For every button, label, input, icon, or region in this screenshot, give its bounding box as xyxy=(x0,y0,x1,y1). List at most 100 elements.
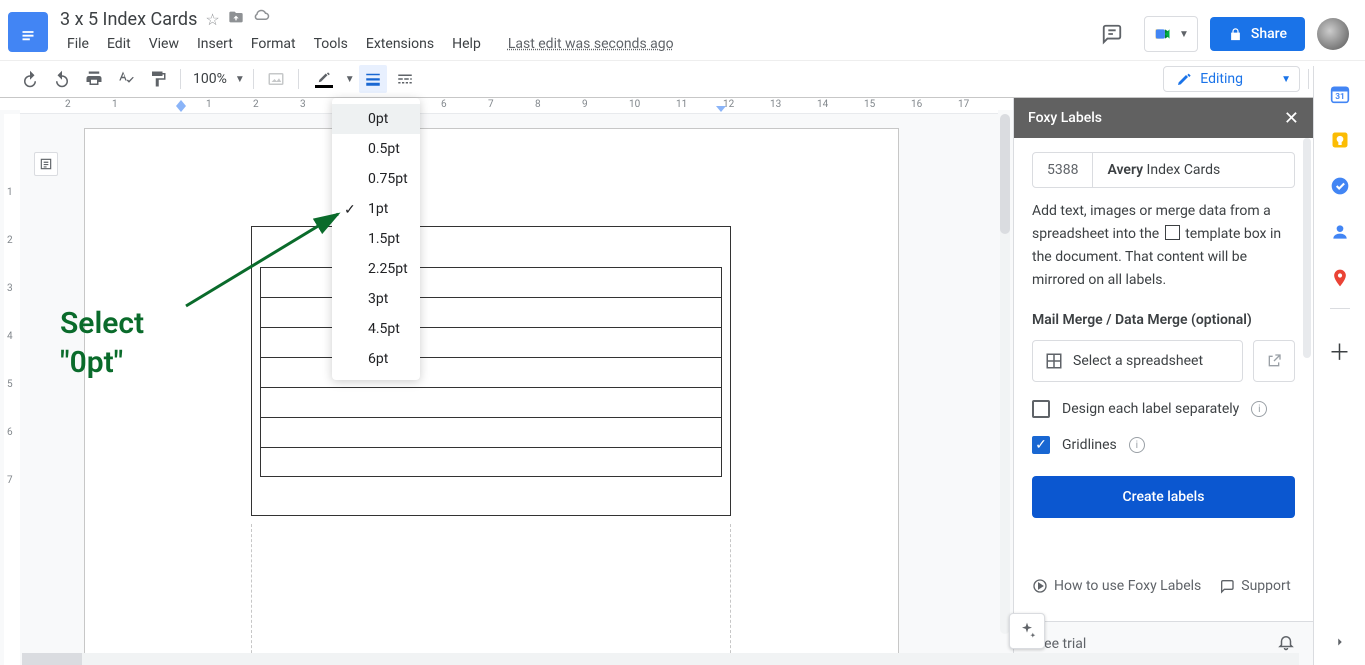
calendar-app-icon[interactable]: 31 xyxy=(1330,84,1350,104)
dropdown-option[interactable]: 0.5pt xyxy=(332,134,420,164)
dropdown-option[interactable]: 4.5pt xyxy=(332,314,420,344)
check-icon: ✓ xyxy=(344,202,356,218)
meet-button[interactable]: ▼ xyxy=(1144,16,1198,52)
index-card[interactable] xyxy=(251,226,731,516)
play-icon xyxy=(1032,578,1048,594)
document-canvas[interactable]: 211234567891011121314151617 1 2 3 4 5 6 … xyxy=(0,98,1013,665)
maps-app-icon[interactable] xyxy=(1330,268,1350,288)
meet-icon xyxy=(1153,23,1175,45)
dropdown-option[interactable]: 3pt xyxy=(332,284,420,314)
border-width-button[interactable] xyxy=(359,65,387,93)
lock-icon xyxy=(1228,27,1243,42)
rail-divider xyxy=(1330,308,1350,309)
mode-switcher[interactable]: Editing ▼ xyxy=(1163,66,1300,92)
addon-hscroll[interactable] xyxy=(22,653,1299,665)
separator xyxy=(180,69,181,89)
addon-scrollbar[interactable] xyxy=(1303,138,1311,358)
dropdown-option[interactable]: 2.25pt xyxy=(332,254,420,284)
insert-image-button[interactable] xyxy=(262,65,290,93)
keep-app-icon[interactable] xyxy=(1330,130,1350,150)
create-labels-button[interactable]: Create labels xyxy=(1032,476,1295,518)
dropdown-option[interactable]: 1.5pt xyxy=(332,224,420,254)
support-link[interactable]: Support xyxy=(1219,578,1290,594)
menu-help[interactable]: Help xyxy=(445,32,488,56)
pencil-icon xyxy=(1176,71,1192,87)
separator xyxy=(253,69,254,89)
option-design-separately[interactable]: Design each label separately i xyxy=(1032,400,1295,418)
border-color-button[interactable] xyxy=(307,65,341,93)
select-spreadsheet-button[interactable]: Select a spreadsheet xyxy=(1032,340,1243,382)
card-guide xyxy=(251,524,731,665)
document-outline-button[interactable] xyxy=(34,152,58,176)
help-text: Add text, images or merge data from a sp… xyxy=(1032,200,1295,292)
star-icon[interactable]: ☆ xyxy=(205,10,219,29)
share-button[interactable]: Share xyxy=(1210,17,1305,51)
docs-logo-icon[interactable] xyxy=(8,12,48,52)
contacts-app-icon[interactable] xyxy=(1330,222,1350,242)
account-avatar[interactable] xyxy=(1317,18,1349,50)
option-gridlines[interactable]: ✓ Gridlines i xyxy=(1032,436,1295,454)
separator xyxy=(1308,69,1309,89)
table-row[interactable] xyxy=(260,297,722,327)
menu-view[interactable]: View xyxy=(142,32,186,56)
dropdown-option[interactable]: 0pt xyxy=(332,104,420,134)
table-row[interactable] xyxy=(260,417,722,447)
table-row[interactable] xyxy=(260,267,722,297)
dropdown-option[interactable]: 6pt xyxy=(332,344,420,374)
menu-insert[interactable]: Insert xyxy=(190,32,240,56)
border-width-dropdown: 0pt 0.5pt 0.75pt ✓1pt 1.5pt 2.25pt 3pt 4… xyxy=(332,98,420,380)
addon-header: Foxy Labels ✕ xyxy=(1014,98,1313,138)
app-header: 3 x 5 Index Cards ☆ File Edit View Inser… xyxy=(0,0,1365,60)
grid-icon xyxy=(1045,352,1063,370)
undo-button[interactable] xyxy=(16,65,44,93)
print-button[interactable] xyxy=(80,65,108,93)
menu-edit[interactable]: Edit xyxy=(100,32,138,56)
vertical-ruler[interactable]: 1 2 3 4 5 6 7 xyxy=(4,114,20,665)
pencil-icon xyxy=(316,70,332,84)
separator xyxy=(298,69,299,89)
zoom-value[interactable]: 100% xyxy=(189,71,231,87)
howto-link[interactable]: How to use Foxy Labels xyxy=(1032,578,1201,594)
border-dash-button[interactable] xyxy=(391,65,419,93)
info-icon[interactable]: i xyxy=(1251,401,1267,417)
page xyxy=(84,128,899,665)
info-icon[interactable]: i xyxy=(1129,437,1145,453)
table-row[interactable] xyxy=(260,447,722,477)
close-icon[interactable]: ✕ xyxy=(1284,108,1299,129)
redo-button[interactable] xyxy=(48,65,76,93)
explore-button[interactable] xyxy=(1009,613,1045,649)
caret-down-icon: ▼ xyxy=(1179,29,1189,40)
caret-down-icon[interactable]: ▼ xyxy=(235,74,245,85)
add-addon-button[interactable]: ＋ xyxy=(1328,335,1350,367)
checkbox[interactable] xyxy=(1032,400,1050,418)
caret-down-icon[interactable]: ▼ xyxy=(345,74,355,85)
menu-tools[interactable]: Tools xyxy=(307,32,355,56)
paint-format-button[interactable] xyxy=(144,65,172,93)
menu-format[interactable]: Format xyxy=(244,32,303,56)
dropdown-option[interactable]: 0.75pt xyxy=(332,164,420,194)
table-row[interactable] xyxy=(260,327,722,357)
spellcheck-button[interactable] xyxy=(112,65,140,93)
product-selector[interactable]: 5388 Avery Index Cards xyxy=(1032,152,1295,188)
addon-title: Foxy Labels xyxy=(1028,110,1102,126)
addon-sidebar: Foxy Labels ✕ 5388 Avery Index Cards Add… xyxy=(1013,98,1313,665)
move-icon[interactable] xyxy=(228,9,244,29)
tasks-app-icon[interactable] xyxy=(1330,176,1350,196)
menu-extensions[interactable]: Extensions xyxy=(359,32,441,56)
dropdown-option[interactable]: ✓1pt xyxy=(332,194,420,224)
vertical-scrollbar[interactable] xyxy=(1000,114,1010,634)
document-title[interactable]: 3 x 5 Index Cards xyxy=(60,9,197,30)
product-name: Avery Index Cards xyxy=(1093,162,1234,178)
hide-panel-button[interactable] xyxy=(1333,634,1347,653)
open-external-button[interactable] xyxy=(1253,340,1295,382)
table-row[interactable] xyxy=(260,387,722,417)
last-edit-link[interactable]: Last edit was seconds ago xyxy=(508,36,674,52)
menu-file[interactable]: File xyxy=(60,32,96,56)
table-row[interactable] xyxy=(260,357,722,387)
cloud-status-icon[interactable] xyxy=(252,8,270,30)
bell-icon[interactable] xyxy=(1277,633,1295,655)
horizontal-ruler[interactable]: 211234567891011121314151617 xyxy=(20,98,998,114)
merge-section-title: Mail Merge / Data Merge (optional) xyxy=(1032,312,1295,328)
comment-history-icon[interactable] xyxy=(1092,14,1132,54)
checkbox[interactable]: ✓ xyxy=(1032,436,1050,454)
